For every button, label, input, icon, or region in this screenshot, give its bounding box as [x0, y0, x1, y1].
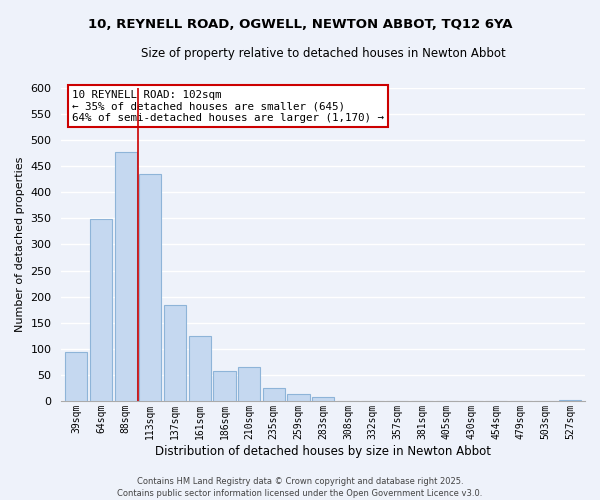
Bar [213, 370, 236, 401]
Bar [90, 220, 112, 401]
Bar [65, 352, 88, 401]
Bar [115, 152, 137, 401]
Text: 10 REYNELL ROAD: 102sqm
← 35% of detached houses are smaller (645)
64% of semi-d: 10 REYNELL ROAD: 102sqm ← 35% of detache… [72, 90, 384, 123]
Bar [188, 336, 211, 401]
Bar [139, 174, 161, 401]
Bar [312, 396, 334, 401]
Title: Size of property relative to detached houses in Newton Abbot: Size of property relative to detached ho… [141, 48, 506, 60]
Text: Contains HM Land Registry data © Crown copyright and database right 2025.
Contai: Contains HM Land Registry data © Crown c… [118, 476, 482, 498]
Bar [263, 388, 285, 401]
Bar [164, 306, 186, 401]
X-axis label: Distribution of detached houses by size in Newton Abbot: Distribution of detached houses by size … [155, 444, 491, 458]
Bar [238, 367, 260, 401]
Y-axis label: Number of detached properties: Number of detached properties [15, 157, 25, 332]
Bar [559, 400, 581, 401]
Bar [287, 394, 310, 401]
Text: 10, REYNELL ROAD, OGWELL, NEWTON ABBOT, TQ12 6YA: 10, REYNELL ROAD, OGWELL, NEWTON ABBOT, … [88, 18, 512, 30]
